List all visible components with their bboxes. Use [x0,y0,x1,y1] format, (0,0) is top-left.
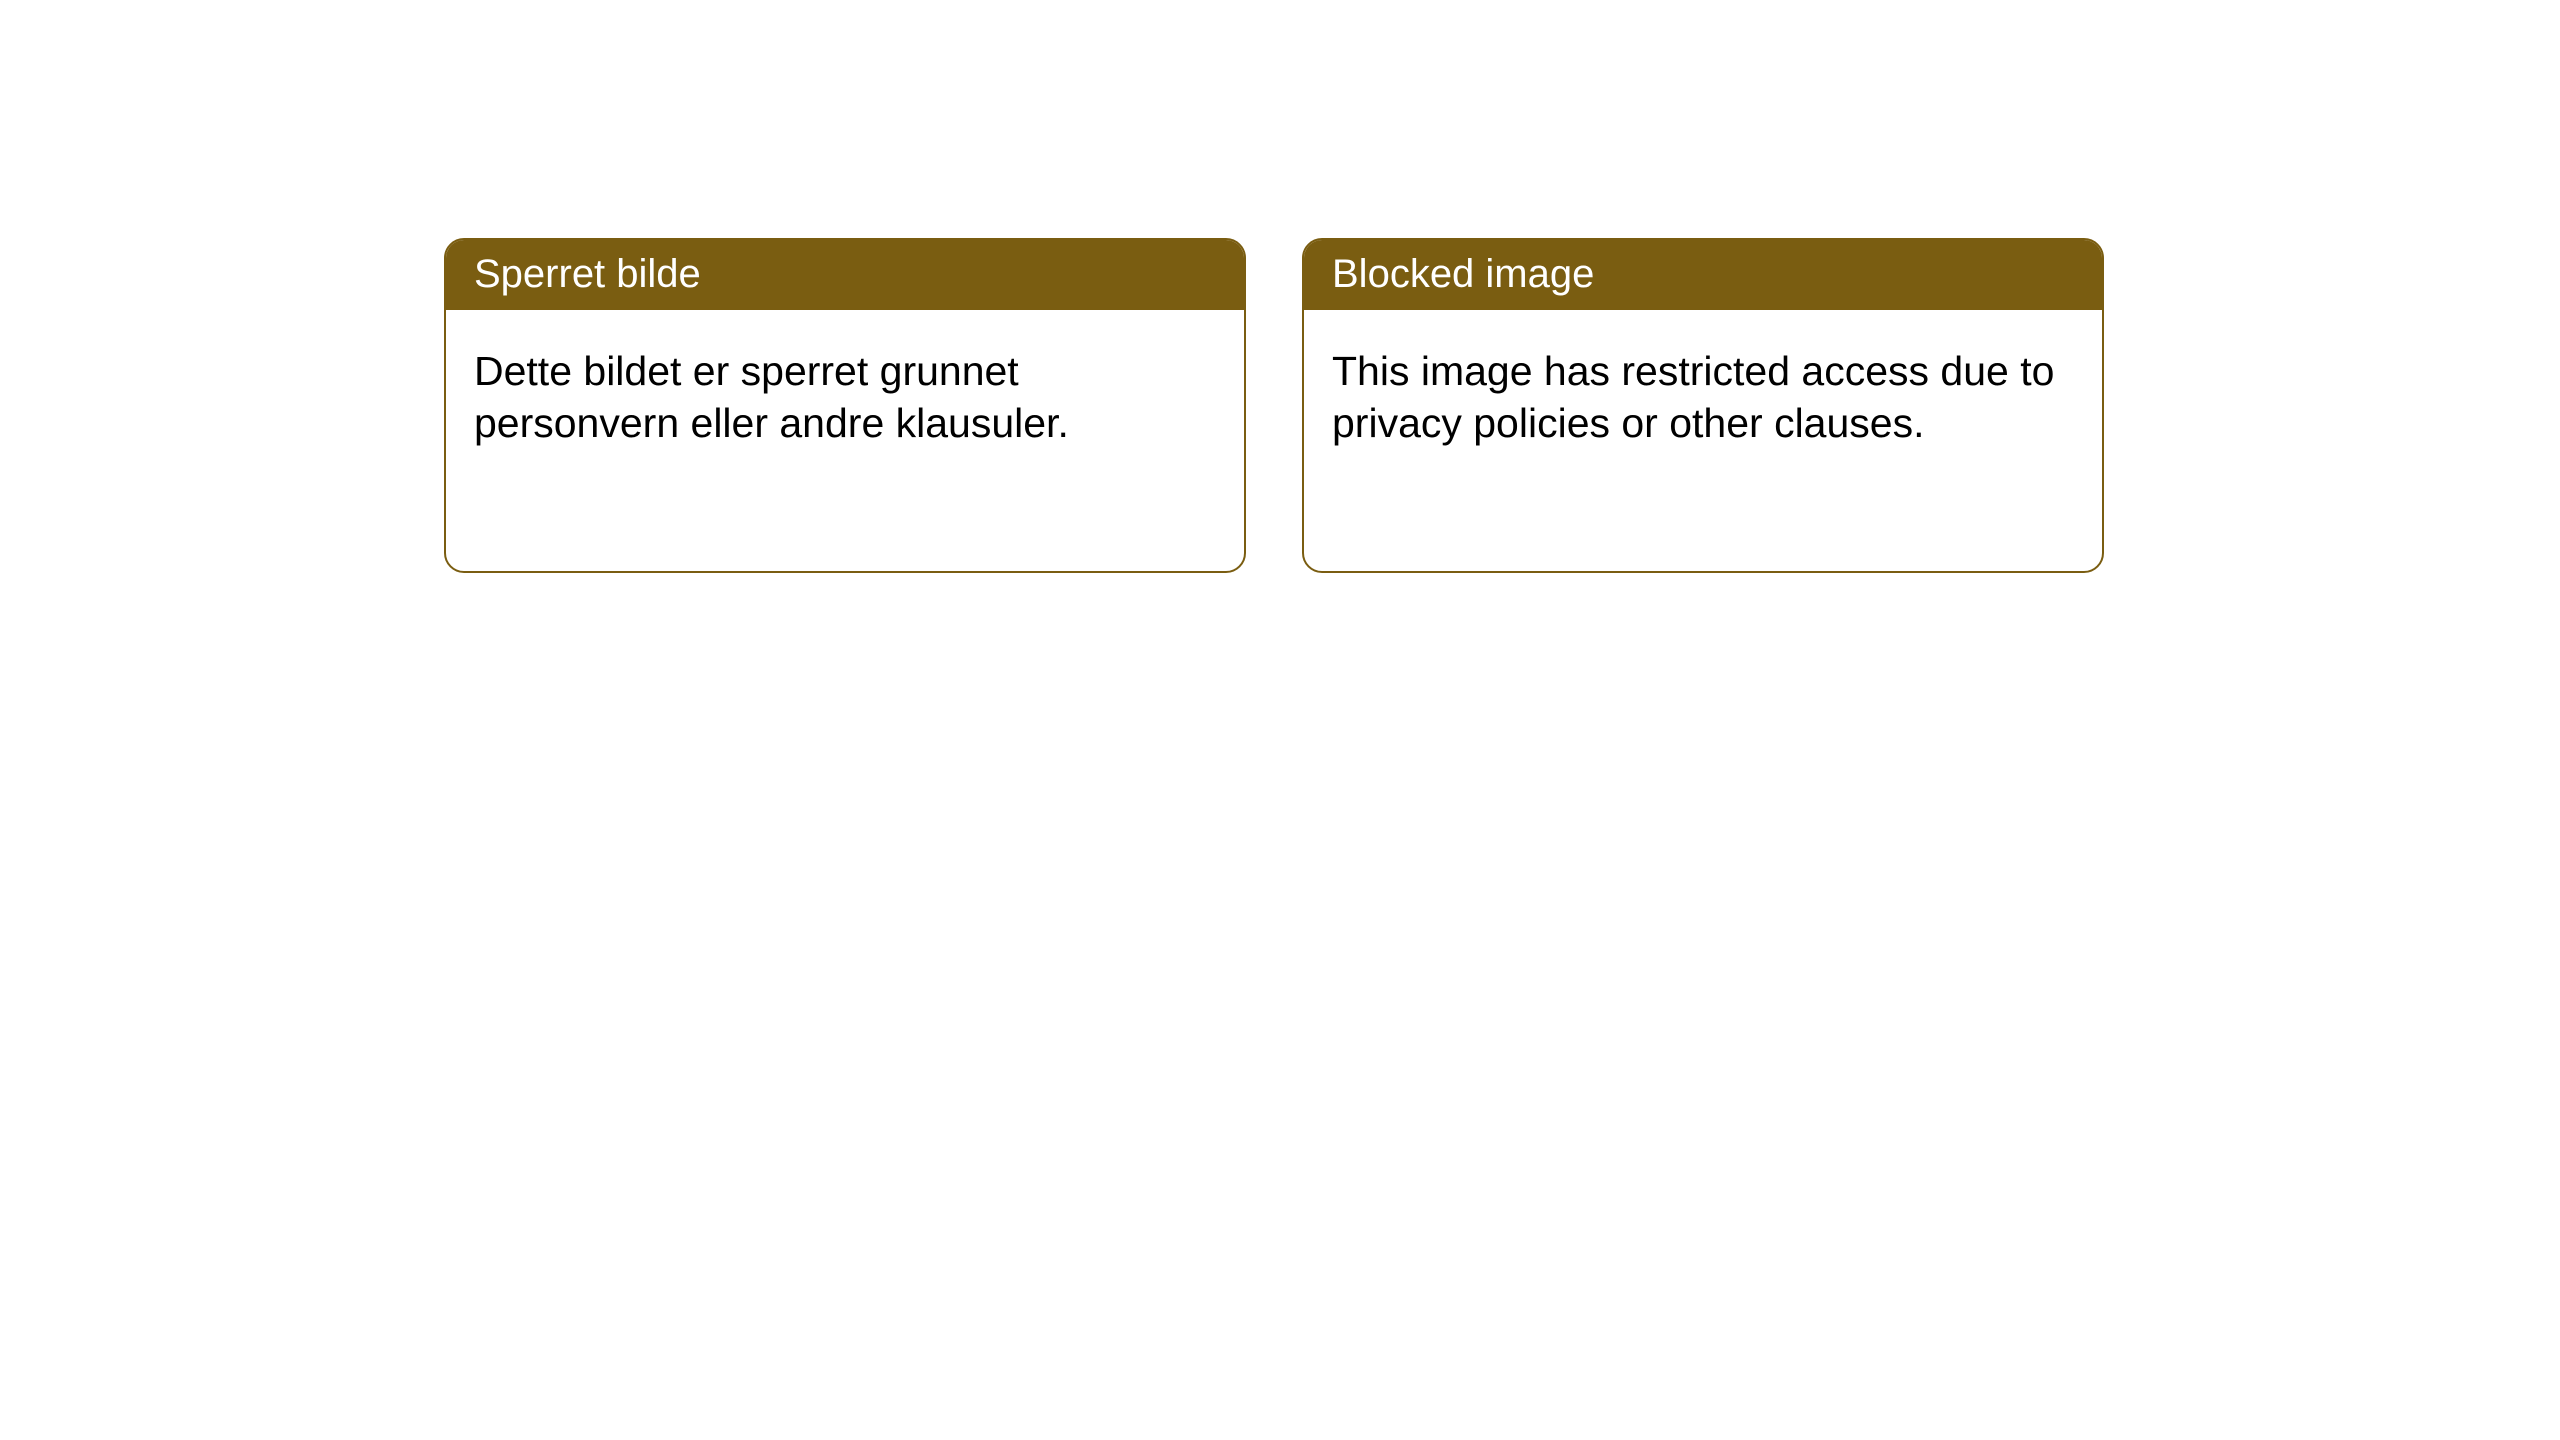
notice-card-english: Blocked image This image has restricted … [1302,238,2104,573]
notice-container: Sperret bilde Dette bildet er sperret gr… [0,0,2560,573]
notice-card-norwegian: Sperret bilde Dette bildet er sperret gr… [444,238,1246,573]
notice-card-body: This image has restricted access due to … [1304,310,2102,477]
notice-card-header: Sperret bilde [446,240,1244,310]
notice-card-body: Dette bildet er sperret grunnet personve… [446,310,1244,477]
notice-card-title: Blocked image [1332,252,1594,296]
notice-card-text: This image has restricted access due to … [1332,348,2054,446]
notice-card-header: Blocked image [1304,240,2102,310]
notice-card-title: Sperret bilde [474,252,701,296]
notice-card-text: Dette bildet er sperret grunnet personve… [474,348,1069,446]
